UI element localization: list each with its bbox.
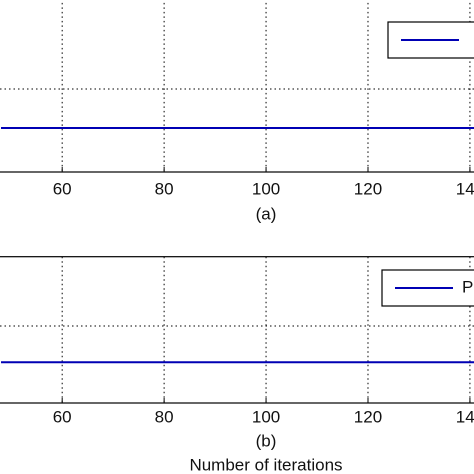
plot-frame <box>0 171 474 173</box>
x-axis-label: Number of iterations <box>189 455 342 474</box>
x-tick-label: 120 <box>354 407 382 426</box>
x-tick-label: 100 <box>252 407 280 426</box>
x-tick-label: 60 <box>53 179 72 198</box>
plot-frame <box>0 256 474 404</box>
x-tick-label: 80 <box>155 407 174 426</box>
legend-label: P <box>462 277 473 296</box>
subplot-caption: (b) <box>256 431 277 450</box>
x-tick-label: 100 <box>252 179 280 198</box>
subplot-caption: (a) <box>256 204 277 223</box>
x-tick-label: 140 <box>456 179 474 198</box>
x-tick-label: 80 <box>155 179 174 198</box>
x-tick-label: 60 <box>53 407 72 426</box>
x-tick-label: 140 <box>456 407 474 426</box>
x-tick-label: 120 <box>354 179 382 198</box>
